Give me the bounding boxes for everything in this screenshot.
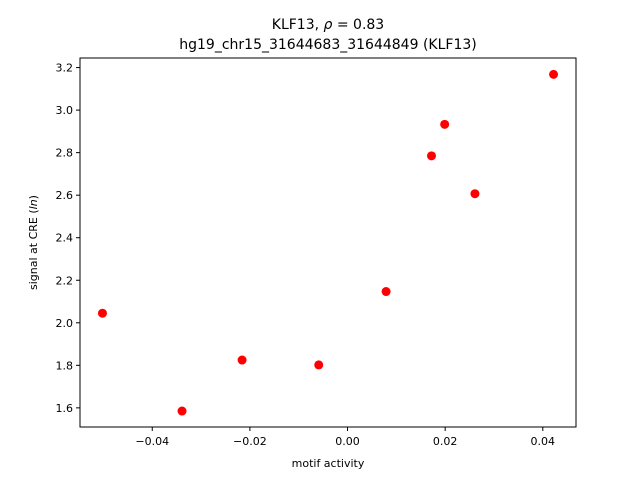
- y-tick-label: 2.4: [56, 232, 74, 245]
- data-point: [426, 151, 436, 161]
- y-tick-label: 2.8: [56, 147, 74, 160]
- chart-subtitle: hg19_chr15_31644683_31644849 (KLF13): [179, 37, 476, 53]
- title-rho-symbol: ρ: [324, 17, 333, 33]
- y-axis-label-italic: ln: [27, 199, 40, 209]
- x-tick-label: −0.02: [233, 435, 267, 448]
- y-tick-label: 2.0: [56, 317, 74, 330]
- plot-frame: [79, 57, 577, 428]
- y-axis-label-main: signal at CRE (: [27, 209, 40, 290]
- data-point: [470, 189, 480, 199]
- data-point: [381, 287, 391, 297]
- x-tick-label: 0.02: [433, 435, 458, 448]
- data-point: [177, 406, 187, 416]
- data-point: [549, 69, 559, 79]
- title-main: KLF13,: [272, 17, 324, 33]
- y-tick-label: 1.6: [56, 402, 74, 415]
- title-rho-value: = 0.83: [332, 17, 384, 33]
- x-tick-label: −0.04: [135, 435, 169, 448]
- y-axis-ticks: 1.6 1.8 2.0 2.2 2.4 2.6 2.8 3.0 3.2: [56, 62, 80, 415]
- y-axis-label-end: ): [27, 195, 40, 199]
- y-tick-label: 3.2: [56, 62, 74, 75]
- data-point: [97, 308, 107, 318]
- x-tick-label: 0.00: [335, 435, 360, 448]
- data-points: [97, 69, 559, 416]
- data-point: [237, 355, 247, 365]
- y-tick-label: 2.2: [56, 274, 74, 287]
- y-tick-label: 1.8: [56, 359, 74, 372]
- x-axis-ticks: −0.04 −0.02 0.00 0.02 0.04: [135, 427, 555, 448]
- data-point: [314, 360, 324, 370]
- data-point: [440, 119, 450, 129]
- chart-title: KLF13, ρ = 0.83: [272, 17, 384, 33]
- x-axis-label: motif activity: [292, 457, 365, 470]
- y-tick-label: 3.0: [56, 104, 74, 117]
- y-tick-label: 2.6: [56, 189, 74, 202]
- y-axis-label: signal at CRE (ln): [27, 195, 40, 290]
- x-tick-label: 0.04: [531, 435, 556, 448]
